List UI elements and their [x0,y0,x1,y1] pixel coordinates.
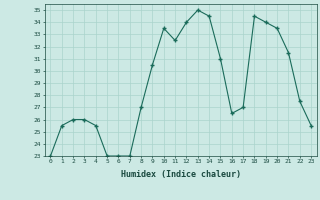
X-axis label: Humidex (Indice chaleur): Humidex (Indice chaleur) [121,170,241,179]
